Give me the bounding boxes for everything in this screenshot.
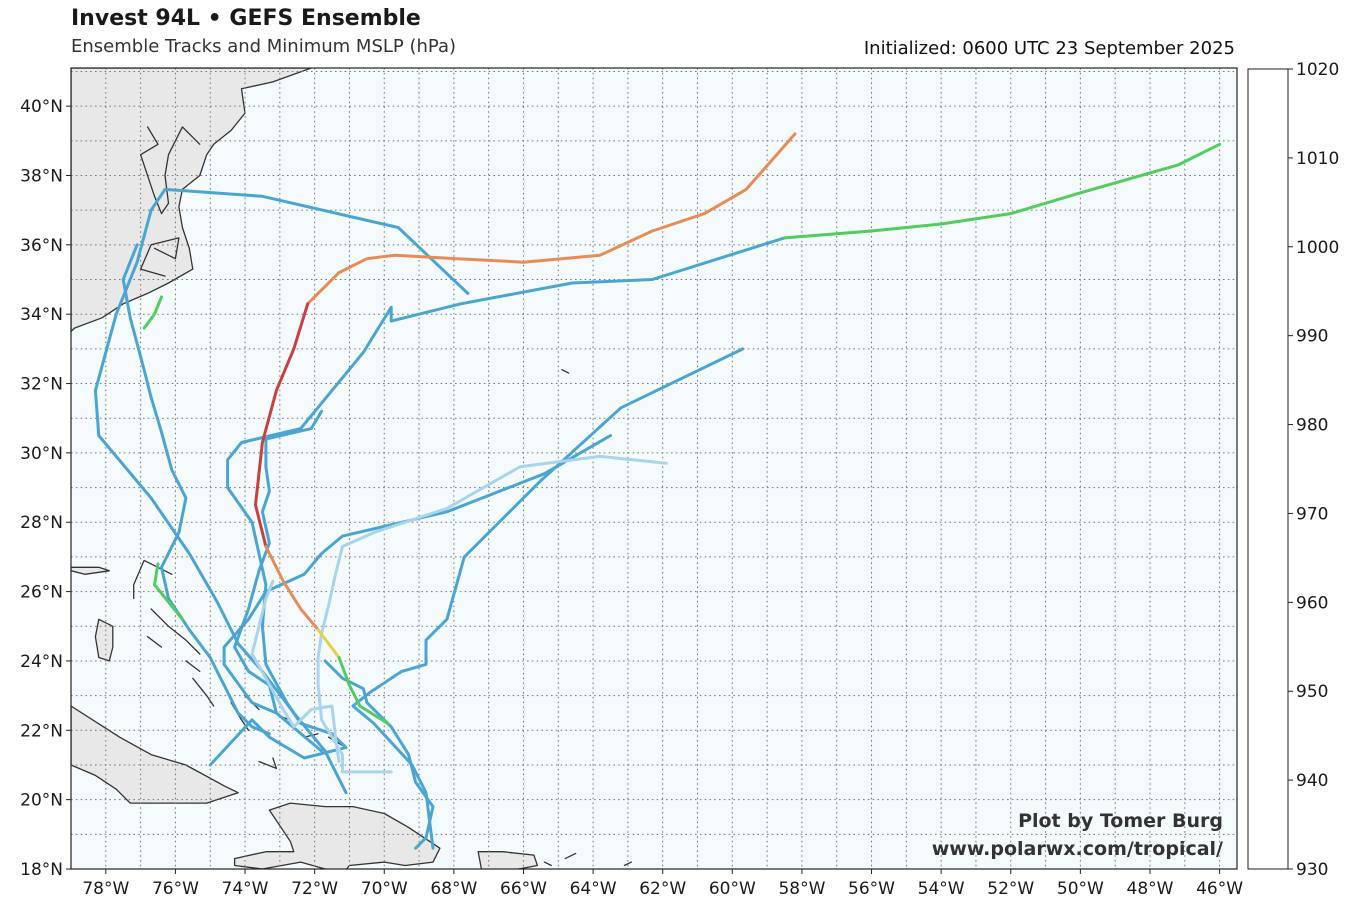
land-andros [94, 618, 114, 662]
pressure-colorbar: 930 940 950 960 970 980 990 1000 1010 1020 [1247, 60, 1339, 880]
map-title: Invest 94L • GEFS Ensemble [71, 6, 421, 31]
colorbar-label: 1010 [1296, 149, 1339, 169]
colorbar-label: 970 [1296, 504, 1328, 524]
lon-tick-label: 56°W [848, 879, 895, 899]
lon-tick-label: 52°W [987, 879, 1034, 899]
ensemble-track [142, 295, 163, 330]
map-frame [70, 67, 1238, 870]
colorbar-frame [1247, 68, 1289, 870]
coastline [543, 861, 552, 867]
ensemble-track [254, 302, 310, 548]
colorbar-label: 1000 [1296, 238, 1339, 258]
lat-tick-label: 30°N [20, 444, 63, 464]
lat-tick-label: 28°N [20, 513, 63, 533]
lon-tick-label: 46°W [1196, 879, 1243, 899]
lon-tick-label: 54°W [918, 879, 965, 899]
lat-tick-label: 20°N [20, 791, 63, 811]
lat-tick-label: 38°N [20, 166, 63, 186]
lon-tick-label: 50°W [1057, 879, 1104, 899]
lon-tick-label: 62°W [639, 879, 686, 899]
coastline [139, 126, 201, 215]
ensemble-track [264, 545, 320, 632]
ensemble-track [323, 659, 435, 850]
lon-tick-label: 66°W [500, 879, 547, 899]
coastline [150, 608, 201, 655]
lon-tick-label: 58°W [778, 879, 825, 899]
lon-tick-label: 72°W [291, 879, 338, 899]
graticule [71, 68, 1237, 869]
ensemble-track [153, 562, 184, 621]
ensemble-track [250, 579, 341, 763]
init-time: Initialized: 0600 UTC 23 September 2025 [863, 38, 1235, 59]
colorbar-label: 930 [1296, 860, 1328, 880]
lat-tick-label: 36°N [20, 236, 63, 256]
credit-url: www.polarwx.com/tropical/ [931, 838, 1223, 860]
colorbar-label: 960 [1296, 593, 1328, 613]
lat-tick-label: 40°N [20, 97, 63, 117]
ensemble-track [306, 132, 797, 306]
ensemble-track [316, 628, 341, 659]
lat-tick-label: 24°N [20, 652, 63, 672]
colorbar-label: 990 [1296, 327, 1328, 347]
coastline [185, 660, 201, 673]
ensemble-track [351, 347, 745, 850]
ocean-background [71, 68, 1237, 869]
lat-tick-label: 32°N [20, 375, 63, 395]
coastline [192, 677, 215, 707]
lat-axis-labels: 18°N 20°N 22°N 24°N 26°N 28°N 30°N 32°N 34°N 36°N… [20, 97, 71, 880]
lat-tick-label: 18°N [20, 860, 63, 880]
lon-tick-label: 74°W [222, 879, 269, 899]
ensemble-track [208, 236, 786, 767]
coastline [564, 852, 577, 860]
colorbar-label: 980 [1296, 416, 1328, 436]
lon-tick-label: 70°W [361, 879, 408, 899]
ensemble-track [93, 187, 470, 795]
coastline [146, 636, 163, 648]
ensemble-track [783, 142, 1222, 240]
lon-tick-label: 76°W [152, 879, 199, 899]
land-grand-bahama [71, 566, 110, 575]
lon-axis-labels: 78°W 76°W 74°W 72°W 70°W 68°W 66°W 64°W 62°W 60°W… [82, 869, 1243, 899]
land-puerto-rico [477, 851, 539, 869]
colorbar-label: 950 [1296, 682, 1328, 702]
ensemble-track [121, 243, 271, 736]
lon-tick-label: 64°W [570, 879, 617, 899]
colorbar-label: 940 [1296, 771, 1328, 791]
coastline [258, 757, 278, 770]
lon-tick-label: 48°W [1127, 879, 1174, 899]
ensemble-tracks [93, 132, 1222, 850]
ensemble-track [337, 656, 390, 725]
coastline [561, 369, 570, 374]
ensemble-track [233, 409, 324, 753]
lon-tick-label: 78°W [82, 879, 129, 899]
land-cuba [71, 705, 239, 804]
credit-author: Plot by Tomer Burg [1018, 810, 1223, 832]
lon-tick-label: 60°W [709, 879, 756, 899]
colorbar-label: 1020 [1296, 60, 1339, 80]
map-subtitle: Ensemble Tracks and Minimum MSLP (hPa) [71, 36, 457, 57]
land-hispaniola [233, 802, 441, 869]
lat-tick-label: 26°N [20, 583, 63, 603]
land-layer [71, 68, 539, 869]
coastline [139, 237, 180, 277]
coastline [623, 861, 633, 867]
land-us-east [71, 68, 312, 333]
lon-tick-label: 68°W [430, 879, 477, 899]
lat-tick-label: 34°N [20, 305, 63, 325]
lat-tick-label: 22°N [20, 721, 63, 741]
